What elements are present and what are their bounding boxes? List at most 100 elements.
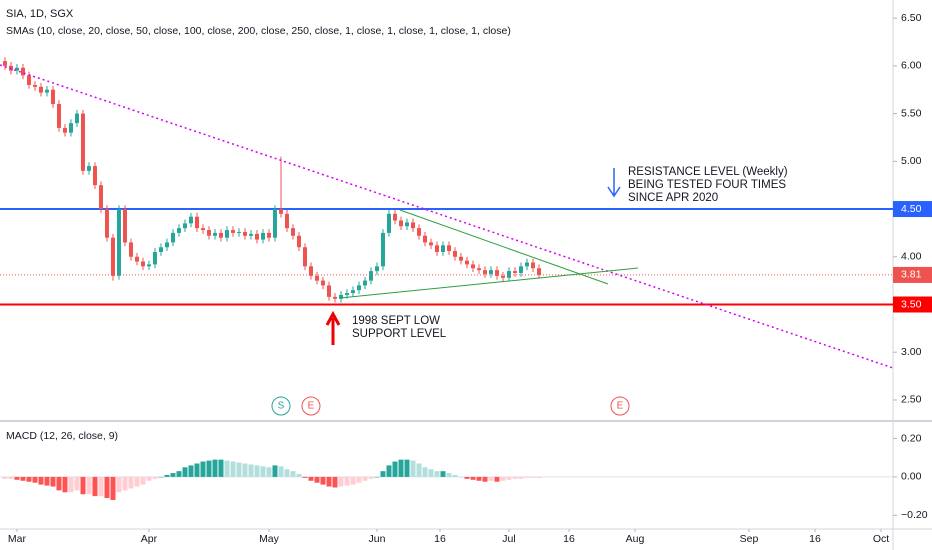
candle-body <box>146 264 151 267</box>
macd-bar <box>152 476 158 479</box>
candle-body <box>446 245 451 252</box>
candle-body <box>356 285 361 291</box>
candle-body <box>518 266 523 273</box>
macd-bar <box>296 474 302 477</box>
macd-bar <box>20 476 26 481</box>
macd-bar <box>410 460 416 477</box>
candle-body <box>134 256 139 262</box>
event-marker <box>301 396 321 416</box>
candle-body <box>494 270 499 276</box>
trend-line <box>339 267 639 299</box>
up-arrow <box>325 310 341 345</box>
macd-bar <box>200 461 206 477</box>
annotation: RESISTANCE LEVEL (Weekly) <box>628 166 788 178</box>
macd-bar <box>170 473 176 477</box>
candle-body <box>200 228 205 231</box>
candle-body <box>122 209 127 243</box>
macd-bar <box>122 476 128 491</box>
candle-body <box>458 256 463 261</box>
macd-bar <box>2 476 8 479</box>
macd-bar <box>80 476 86 495</box>
x-tick-label: May <box>259 533 280 545</box>
annotation: SINCE APR 2020 <box>628 192 718 204</box>
macd-bar <box>218 459 224 477</box>
candle-body <box>26 75 31 85</box>
x-tick-label: Jun <box>369 533 386 545</box>
macd-bar <box>416 463 422 477</box>
candle-body <box>422 235 427 243</box>
candle-body <box>386 213 391 233</box>
macd-bar <box>44 476 50 486</box>
trend-line <box>399 209 609 285</box>
macd-bar <box>476 476 482 481</box>
candle-body <box>116 209 121 276</box>
macd-bar <box>398 459 404 477</box>
candle-body <box>206 230 211 236</box>
x-tick-label: Oct <box>873 533 889 545</box>
candle-body <box>380 232 385 267</box>
macd-bar <box>212 459 218 477</box>
candle-body <box>362 280 367 286</box>
x-tick-label: 16 <box>563 533 575 545</box>
candle-body <box>290 228 295 236</box>
macd-bar <box>254 465 260 477</box>
candle-body <box>434 245 439 252</box>
candle-body <box>128 242 133 257</box>
candle-body <box>488 270 493 274</box>
price-pane: 6.50 6.00 5.50 5.00 4.50 4.00 3.50 3.00 2.50 0.20… <box>0 12 932 545</box>
indicator-legend: SMAs (10, close, 20, close, 50, close, 1… <box>6 25 511 37</box>
candle-body <box>470 264 475 269</box>
macd-bar <box>116 476 122 493</box>
candle-body <box>524 262 529 267</box>
macd-bar <box>260 466 266 477</box>
candle-body <box>56 104 61 128</box>
macd-bar <box>242 463 248 477</box>
x-tick-label: Sep <box>740 533 759 545</box>
candle-body <box>452 251 457 257</box>
candle-body <box>80 113 85 171</box>
candle-body <box>428 242 433 246</box>
candle-body <box>272 209 277 238</box>
candle-body <box>332 296 337 299</box>
candle-body <box>242 231 247 236</box>
macd-bar <box>518 476 524 479</box>
candle-body <box>230 230 235 233</box>
macd-bar <box>290 471 296 477</box>
event-marker <box>271 396 291 416</box>
candle-body <box>440 245 445 252</box>
candle-body <box>2 61 7 66</box>
macd-bar <box>308 476 314 481</box>
macd-bar <box>362 476 368 481</box>
y-tick-label: 6.00 <box>901 60 922 72</box>
price-label: 3.81 <box>901 269 922 281</box>
macd-bar <box>236 462 242 477</box>
x-tick-label: 16 <box>809 533 821 545</box>
macd-bar <box>380 471 386 477</box>
event-marker <box>610 396 630 416</box>
candle-body <box>158 247 163 252</box>
candle-body <box>236 231 241 233</box>
candle-body <box>284 213 289 229</box>
price-label: 3.50 <box>901 298 922 310</box>
macd-bar <box>8 476 14 479</box>
macd-bar <box>98 476 104 497</box>
candle-body <box>74 113 79 124</box>
macd-bar <box>494 476 500 482</box>
macd-bar <box>470 476 476 480</box>
y-tick-label: 3.00 <box>901 346 922 358</box>
candle-body <box>374 266 379 272</box>
macd-bar <box>452 475 458 477</box>
macd-bar <box>302 476 308 478</box>
macd-bar <box>92 476 98 497</box>
down-arrow <box>607 168 621 198</box>
candle-body <box>104 209 109 238</box>
candle-body <box>368 271 373 281</box>
candle-body <box>404 222 409 227</box>
macd-bar <box>344 476 350 486</box>
candle-body <box>314 275 319 281</box>
macd-bar <box>464 476 470 479</box>
macd-bar <box>272 465 278 477</box>
candle-body <box>476 268 481 271</box>
macd-bar <box>524 476 530 478</box>
